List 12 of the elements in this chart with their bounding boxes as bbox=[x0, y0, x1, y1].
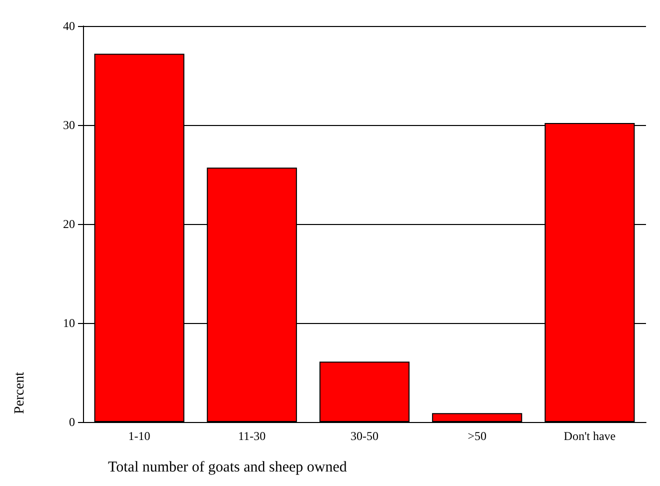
y-tick-label: 40 bbox=[63, 19, 75, 33]
y-tick-label: 30 bbox=[63, 118, 75, 132]
x-tick-label: 11-30 bbox=[238, 429, 266, 443]
y-tick-label: 20 bbox=[63, 217, 75, 231]
y-tick-label: 10 bbox=[63, 316, 75, 330]
x-tick-label: 1-10 bbox=[128, 429, 150, 443]
y-axis-title: Percent bbox=[12, 372, 28, 414]
y-tick-label: 0 bbox=[69, 415, 75, 429]
x-tick-label: 30-50 bbox=[350, 429, 378, 443]
x-tick-label: >50 bbox=[468, 429, 486, 443]
x-tick-label: Don't have bbox=[564, 429, 616, 443]
x-axis-title: Total number of goats and sheep owned bbox=[108, 460, 348, 476]
